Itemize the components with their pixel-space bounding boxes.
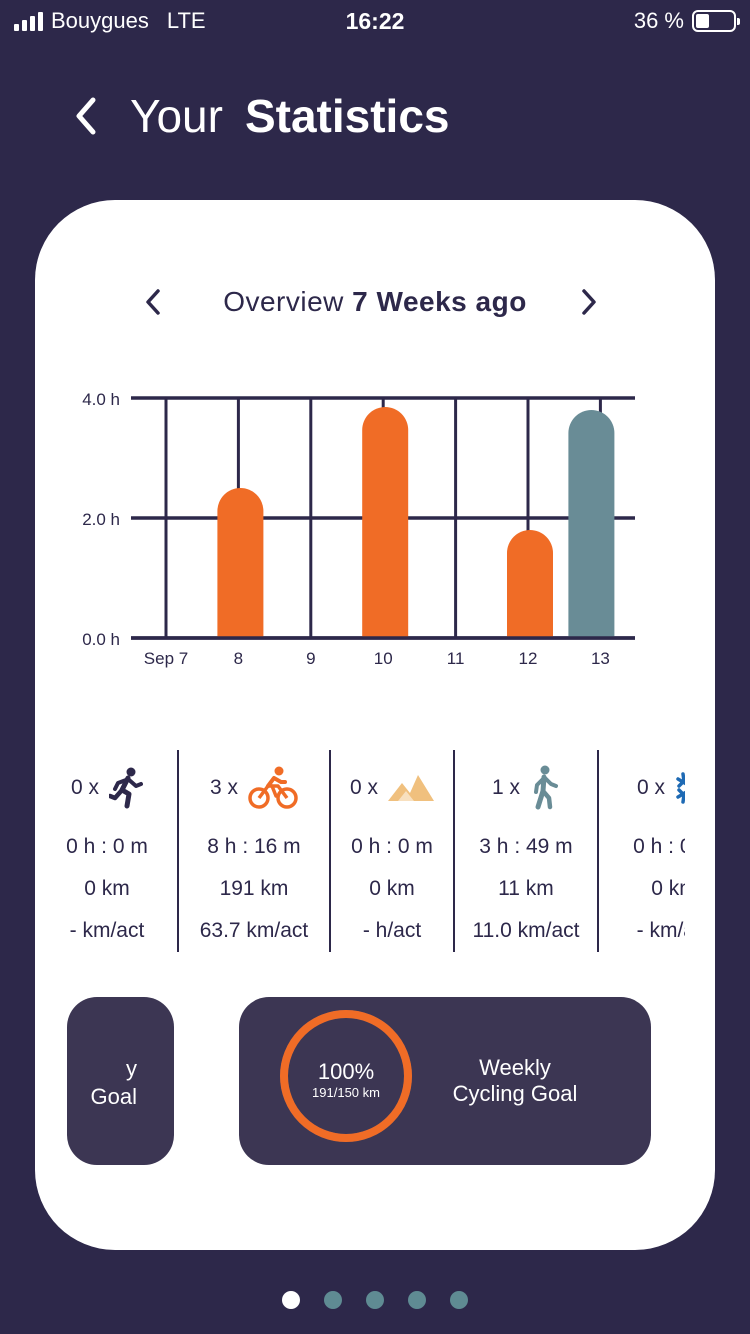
mountain-icon (388, 775, 434, 801)
y-tick-label: 2.0 h (82, 510, 120, 529)
overview-prefix: Overview (223, 286, 344, 317)
y-tick-label: 0.0 h (82, 630, 120, 649)
stat-count: 3 x (209, 776, 238, 799)
x-tick-label: 9 (306, 649, 315, 668)
previous-period-button[interactable] (135, 284, 171, 320)
back-button[interactable] (66, 88, 106, 144)
stat-duration: 0 h : 0 m (351, 835, 433, 858)
stat-average: - km/act (69, 919, 145, 942)
previous-goal-line2: Goal (90, 1084, 137, 1109)
goal-progress-text: 191/150 km (312, 1085, 380, 1100)
goal-percent: 100% (317, 1059, 375, 1084)
chart-bar[interactable] (507, 530, 553, 638)
status-left: Bouygues LTE (14, 8, 206, 34)
next-period-button[interactable] (571, 284, 607, 320)
snowflake-icon (676, 772, 685, 804)
cycling-icon (248, 766, 298, 809)
x-tick-label: 8 (234, 649, 243, 668)
page-title: Statistics (244, 90, 450, 142)
stat-count: 0 x (70, 776, 99, 799)
status-time: 16:22 (345, 8, 405, 34)
previous-goal-line1: y (126, 1056, 137, 1081)
x-tick-label: 13 (591, 649, 610, 668)
stat-average: - h/act (362, 919, 422, 942)
stat-distance: 191 km (219, 877, 289, 900)
stat-col-hiking[interactable]: 0 x 0 h : 0 m 0 km - h/act (331, 750, 453, 952)
previous-goal-label: y Goal (67, 1055, 137, 1111)
page-dot[interactable] (282, 1291, 300, 1309)
stat-average: 63.7 km/act (199, 919, 309, 942)
goal-label: Weekly Cycling Goal (435, 1055, 595, 1107)
stat-col-walking[interactable]: 1 x 3 h : 49 m 11 km 11.0 km/act (455, 750, 597, 952)
chevron-left-icon (76, 97, 96, 135)
goal-progress-ring (280, 1010, 412, 1142)
goal-progress-arc (280, 1010, 412, 1142)
battery-icon (692, 10, 740, 32)
battery-tip (737, 18, 740, 25)
stat-duration: 8 h : 16 m (207, 835, 301, 858)
battery-percentage: 36 % (633, 8, 684, 33)
weekly-activity-chart: 0.0 h 2.0 h 4.0 h Sep 7 8 9 10 11 12 13 (82, 390, 635, 668)
page-dot[interactable] (450, 1291, 468, 1309)
page-header: Your Statistics (66, 88, 449, 144)
page-dot[interactable] (408, 1291, 426, 1309)
stat-count: 1 x (491, 776, 520, 799)
status-right: 36 % (633, 8, 740, 34)
goal-label-line1: Weekly (479, 1055, 551, 1080)
running-icon (109, 767, 143, 809)
stat-divider (597, 750, 599, 952)
stat-divider (329, 750, 331, 952)
chart-bar[interactable] (217, 488, 264, 638)
stat-count-row: 1 x (492, 750, 560, 826)
goal-label-line2: Cycling Goal (452, 1081, 578, 1106)
page-dot[interactable] (366, 1291, 384, 1309)
stat-duration: 3 h : 49 m (479, 835, 573, 858)
x-tick-label: 11 (447, 649, 465, 668)
stat-count-row: 0 x (350, 750, 434, 826)
stat-average: 11.0 km/act (472, 919, 580, 942)
stat-distance: 11 km (498, 877, 554, 900)
stat-distance: 0 km (369, 877, 415, 900)
chart-bar[interactable] (362, 407, 409, 638)
stat-col-running[interactable]: 0 x 0 h : 0 m 0 km - km/act (65, 750, 177, 952)
overview-title: Overview 7 Weeks ago (35, 286, 715, 318)
stat-distance: 0 km (84, 877, 130, 900)
stat-count: 0 x (349, 776, 378, 799)
carrier-name: Bouygues (51, 8, 149, 33)
stat-divider (177, 750, 179, 952)
overview-period: 7 Weeks ago (352, 286, 527, 317)
stat-count-row: 0 x (71, 750, 143, 826)
stat-col-cycling[interactable]: 3 x 8 h : 16 m 191 km 63.7 km/act (179, 750, 329, 952)
status-bar: Bouygues LTE 16:22 36 % (0, 0, 750, 42)
chevron-right-icon (582, 289, 596, 315)
stat-duration: 0 h : 0 m (633, 835, 685, 858)
x-tick-label: Sep 7 (144, 649, 188, 668)
activity-stats-row: 0 x 0 h : 0 m 0 km - km/act 3 x (65, 750, 685, 952)
weekly-cycling-goal-card[interactable]: 100% 191/150 km Weekly Cycling Goal (239, 997, 651, 1165)
chart-bar[interactable] (568, 410, 615, 638)
stat-col-skiing[interactable]: 0 x (599, 750, 685, 952)
stat-count-row: 0 x (637, 750, 685, 826)
activity-stats-strip[interactable]: 0 x 0 h : 0 m 0 km - km/act 3 x (65, 750, 685, 952)
stat-count: 0 x (636, 776, 665, 799)
y-tick-label: 4.0 h (82, 390, 120, 409)
network-type: LTE (166, 8, 206, 33)
walking-icon (534, 765, 558, 810)
page-title-prefix: Your (130, 90, 223, 142)
stat-average: - km/act (636, 919, 685, 942)
stat-count-row: 3 x (210, 750, 298, 826)
chevron-left-icon (146, 289, 160, 315)
stat-duration: 0 h : 0 m (66, 835, 148, 858)
previous-goal-card[interactable]: y Goal (67, 997, 174, 1165)
x-tick-label: 12 (519, 649, 538, 668)
x-tick-label: 10 (374, 649, 393, 668)
page-dot[interactable] (324, 1291, 342, 1309)
overview-navigator: Overview 7 Weeks ago (35, 280, 715, 324)
stat-divider (453, 750, 455, 952)
page-indicator[interactable] (0, 1291, 750, 1309)
statistics-card: Overview 7 Weeks ago 0.0 h 2.0 h 4.0 h Sep … (35, 200, 715, 1250)
stat-distance: 0 km (651, 877, 685, 900)
signal-icon (14, 11, 43, 31)
battery-fill (696, 14, 709, 28)
